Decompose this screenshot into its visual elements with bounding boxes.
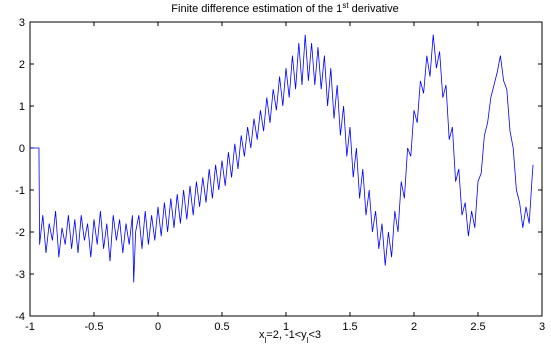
x-tick-label: 2 bbox=[411, 321, 417, 333]
x-tick-label: -1 bbox=[25, 321, 35, 333]
chart-title: Finite difference estimation of the 1st … bbox=[171, 1, 398, 16]
x-tick-label: 1 bbox=[283, 321, 289, 333]
x-tick-label: 0 bbox=[155, 321, 161, 333]
x-label-part: =2, -1<y bbox=[266, 329, 307, 341]
x-axis-label: xl=2, -1<yl<3 bbox=[259, 329, 321, 345]
x-label-part: l bbox=[265, 336, 267, 345]
title-part: Finite difference estimation of the 1 bbox=[171, 3, 342, 15]
title-part: st bbox=[342, 1, 349, 10]
x-tick-label: 3 bbox=[539, 321, 545, 333]
x-label-part: l bbox=[307, 336, 309, 345]
y-tick-label: 1 bbox=[19, 101, 25, 113]
x-tick-label: -0.5 bbox=[85, 321, 104, 333]
x-tick-label: 1.5 bbox=[342, 321, 357, 333]
y-tick-label: 2 bbox=[19, 59, 25, 71]
title-part: derivative bbox=[349, 3, 399, 15]
data-line bbox=[30, 34, 534, 283]
y-tick-label: -4 bbox=[15, 311, 25, 323]
x-label-part: <3 bbox=[308, 329, 321, 341]
y-tick-label: -3 bbox=[15, 269, 25, 281]
y-tick-label: -2 bbox=[15, 227, 25, 239]
x-label-part: x bbox=[259, 329, 265, 341]
y-tick-label: -1 bbox=[15, 185, 25, 197]
x-tick-label: 0.5 bbox=[214, 321, 229, 333]
x-tick-label: 2.5 bbox=[470, 321, 485, 333]
y-tick-label: 3 bbox=[19, 17, 25, 29]
y-tick-label: 0 bbox=[19, 143, 25, 155]
